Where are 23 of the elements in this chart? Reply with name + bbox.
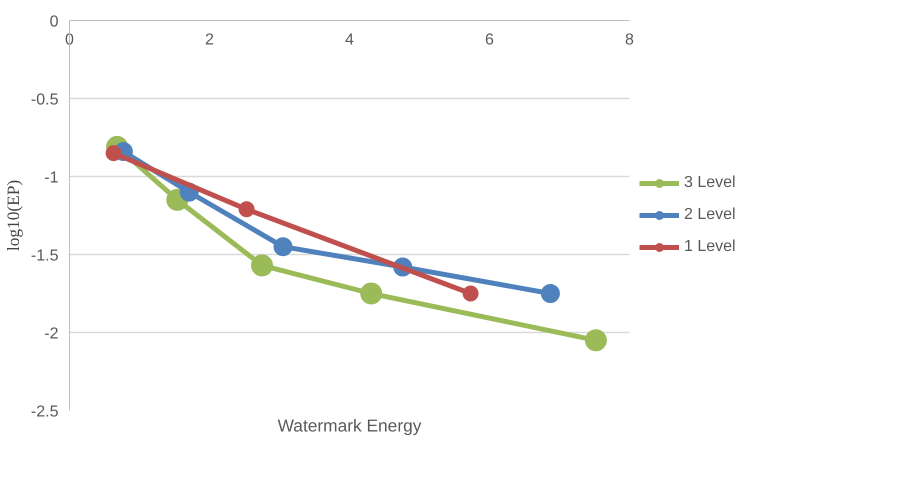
x-tick-label: 4 [345, 32, 354, 48]
legend-label: 3 Level [684, 174, 736, 192]
y-tick-label: -1 [44, 170, 59, 186]
point [462, 286, 479, 302]
y-axis-title: log10(EP) [4, 180, 23, 252]
point [584, 329, 607, 352]
point [360, 282, 382, 304]
x-tick-label: 6 [485, 32, 494, 48]
y-tick-label: -1.5 [30, 248, 59, 264]
point [106, 145, 122, 162]
legend-label: 1 Level [684, 238, 736, 256]
x-axis-title: Watermark Energy [278, 416, 422, 436]
y-tick-label: -2 [44, 326, 59, 342]
y-tick-label: 0 [50, 14, 59, 30]
x-tick-label: 8 [625, 32, 634, 48]
point [251, 254, 273, 276]
point [274, 237, 292, 256]
point [238, 201, 255, 218]
legend-label: 2 Level [684, 206, 736, 224]
x-tick-label: 2 [205, 32, 214, 48]
y-tick-label: -2.5 [30, 404, 59, 420]
y-tick-label: -0.5 [30, 92, 59, 108]
point [540, 284, 560, 303]
